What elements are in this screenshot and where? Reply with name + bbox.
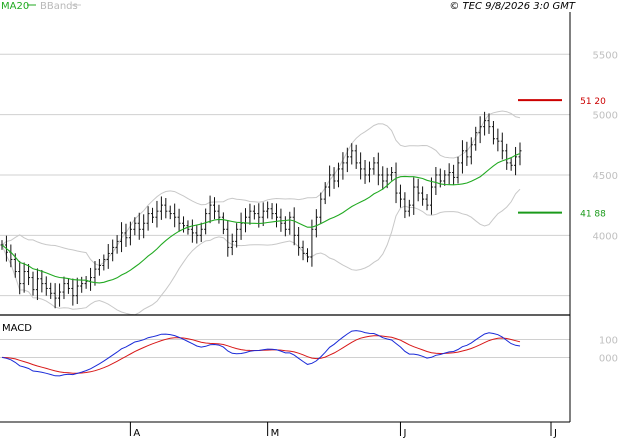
macd-tick-label: 000 — [599, 353, 618, 364]
x-tick-label: J — [553, 428, 557, 439]
x-axis-ticks: AMJJA — [129, 422, 557, 439]
price-tick-label: 4000 — [593, 231, 618, 242]
price-tick-label: 5500 — [593, 50, 618, 61]
price-panel: 4000 4500 5000 5500 51 20 41 88 — [0, 50, 618, 316]
macd-y-ticks: 000 100 — [599, 336, 618, 365]
macd-tick-label: 100 — [599, 336, 618, 347]
macd-gridlines — [0, 339, 570, 358]
ma20-line — [1, 152, 521, 284]
bbands-legend: BBands — [40, 1, 78, 12]
macd-signal-line — [1, 335, 521, 374]
macd-lines — [1, 330, 521, 377]
copyright-timestamp: © TEC 9/8/2026 3:0 GMT — [449, 1, 576, 12]
level-lines: 51 20 41 88 — [518, 97, 606, 220]
bband-lower-line — [1, 188, 521, 316]
ma20-layer — [1, 152, 521, 284]
x-tick-label: M — [271, 428, 280, 439]
price-tick-label: 4500 — [593, 171, 618, 182]
ohlc-bars — [0, 111, 522, 309]
support-label: 41 88 — [580, 210, 606, 220]
bbands-layer — [1, 110, 521, 316]
x-tick-label: A — [133, 428, 140, 439]
macd-title: MACD — [2, 323, 32, 334]
price-y-ticks: 4000 4500 5000 5500 — [593, 50, 618, 242]
price-tick-label: 5000 — [593, 111, 618, 122]
macd-line — [1, 330, 521, 377]
ma20-legend: MA20 — [1, 1, 29, 12]
price-gridlines — [0, 53, 570, 297]
x-tick-label: J — [402, 428, 406, 439]
macd-panel: MACD 000 100 — [0, 323, 618, 377]
bband-upper-line — [1, 110, 521, 266]
resistance-label: 51 20 — [580, 97, 606, 107]
